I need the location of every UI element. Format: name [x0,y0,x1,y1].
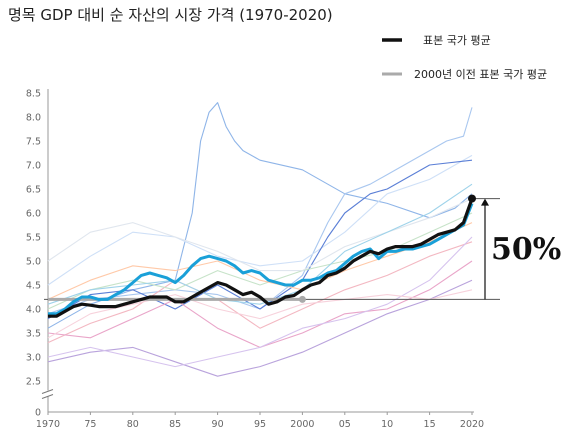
y-tick-label: 5.0 [26,257,41,268]
x-tick-label: 05 [339,419,351,430]
y-tick-label: 2.5 [26,377,41,388]
background-series-line [47,236,473,368]
background-series-line [47,107,473,315]
y-tick-label: 0 [35,408,41,419]
axis-break-mark [41,389,54,394]
background-series-line [47,159,473,320]
background-series-line [47,183,473,305]
y-tick-label: 6.5 [26,185,41,196]
y-tick-label: 4.5 [26,281,41,292]
legend: 표본 국가 평균 2000년 이전 표본 국가 평균 [382,34,547,81]
x-tick-label: 10 [381,419,393,430]
x-tick-label: 85 [169,419,181,430]
y-tick-label: 7.5 [26,137,41,148]
background-series-line [47,222,473,300]
background-series-line [47,102,473,329]
y-tick-label: 8.0 [26,113,41,124]
x-tick-label: 2020 [460,419,484,430]
x-tick-label: 15 [424,419,436,430]
background-series-line [47,241,473,344]
y-tick-label: 3.5 [26,329,41,340]
reference-lines [44,198,500,303]
background-series [47,102,473,377]
background-series-line [47,154,473,286]
annotation-label: 50% [491,232,561,267]
main-series [48,194,476,318]
chart-title: 명목 GDP 대비 순 자산의 시장 가격 (1970-2020) [8,6,333,24]
y-tick-label: 6.0 [26,209,41,220]
x-tick-label: 90 [212,419,224,430]
x-tick-label: 95 [254,419,266,430]
annotation: 50% [481,198,561,300]
x-tick-label: 2000 [290,419,314,430]
axes: 0 2.5 3.0 3.5 4.0 4.5 5.0 5.5 6.0 6.5 7.0 7.5 8.0 8.5… [26,89,484,430]
main-series-endpoint [468,194,476,203]
axis-break-gap [43,390,53,397]
y-tick-label: 3.0 [26,353,41,364]
highlight-series-line [48,202,474,316]
background-series-line [47,279,473,377]
y-tick-label: 4.0 [26,305,41,316]
legend-label: 표본 국가 평균 [423,34,491,47]
annotation-arrow-head [481,198,489,206]
x-tick-label: 75 [84,419,96,430]
x-tick-label: 1970 [36,419,60,430]
background-series-line [47,198,473,272]
legend-label: 2000년 이전 표본 국가 평균 [414,68,547,81]
axis-break-mark [41,394,54,399]
y-tick-label: 8.5 [26,89,41,100]
main-series-line [48,198,474,318]
y-tick-label: 7.0 [26,161,41,172]
x-tick-label: 80 [127,419,139,430]
y-tick-label: 5.5 [26,233,41,244]
pre2000-average-endpoint [298,295,306,303]
